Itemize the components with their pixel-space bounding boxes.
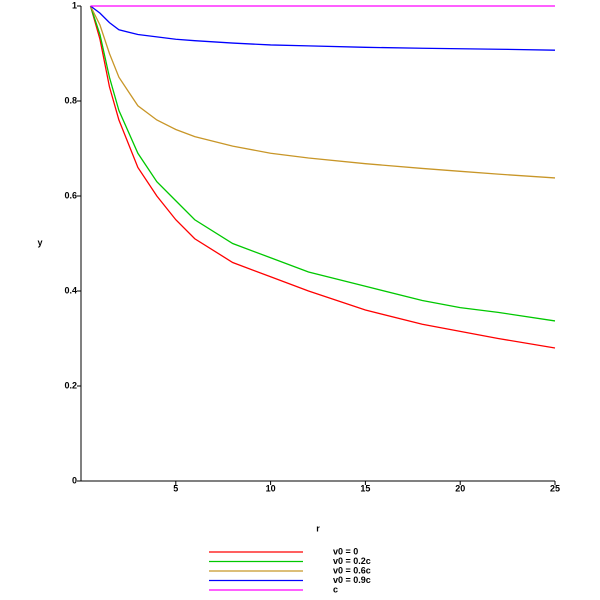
legend-label: v0 = 0.9c: [333, 575, 371, 585]
y-axis-label: y: [37, 237, 42, 247]
x-tick-label: 25: [550, 483, 560, 493]
line-series: [90, 5, 556, 51]
x-tick-label: 20: [455, 483, 465, 493]
x-tick-label: 10: [266, 483, 276, 493]
line-series: [89, 5, 556, 322]
y-tick-label: 0.2: [64, 380, 77, 390]
x-tick-label: 5: [173, 483, 178, 493]
y-tick-label: 0.4: [64, 285, 77, 295]
legend-label: v0 = 0.2c: [333, 556, 371, 566]
legend-label: v0 = 0: [333, 546, 358, 556]
x-tick-label: 15: [360, 483, 370, 493]
legend-label: c: [333, 584, 338, 594]
y-tick-label: 1: [72, 0, 77, 10]
line-series: [89, 5, 556, 349]
line-series: [89, 5, 556, 179]
y-tick-label: 0: [72, 475, 77, 485]
y-tick-label: 0.8: [64, 95, 77, 105]
x-axis-label: r: [316, 523, 320, 533]
y-tick-label: 0.6: [64, 190, 77, 200]
legend-label: v0 = 0.6c: [333, 565, 371, 575]
